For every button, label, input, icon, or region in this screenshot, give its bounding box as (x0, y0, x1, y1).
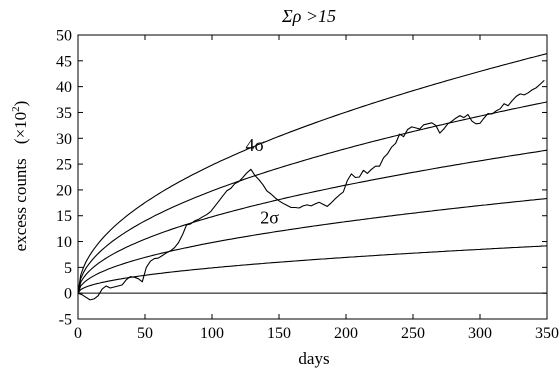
y-axis-label-main: excess counts (11, 158, 30, 251)
annotations: 4σ 2σ (246, 135, 280, 227)
y-axis-label-close: ) (11, 101, 30, 107)
y-tick-label: 25 (56, 157, 72, 174)
y-tick-label: 10 (56, 234, 72, 251)
y-tick-label: 15 (56, 208, 72, 225)
x-tick-label: 200 (334, 325, 358, 342)
sigma-curve-1 (77, 245, 548, 294)
y-axis-label-exponent: 2 (10, 106, 22, 112)
sigma-curve-4 (77, 101, 548, 294)
annotation-label: 4σ (246, 135, 265, 155)
y-tick-label: 30 (56, 131, 72, 148)
y-tick-label: 45 (56, 53, 72, 70)
series-layer (77, 53, 548, 301)
y-tick-label: 50 (56, 28, 72, 45)
x-tick-label: 50 (137, 325, 153, 342)
axis-ticks: 0 50 100 150 200 250 300 350-505101520253035404… (56, 28, 559, 343)
y-tick-label: 20 (56, 182, 72, 199)
x-tick-label: 150 (267, 325, 291, 342)
sigma-curve-3 (77, 149, 548, 294)
x-tick-label: 350 (535, 325, 559, 342)
plot-area (77, 34, 548, 320)
x-tick-label: 250 (401, 325, 425, 342)
y-tick-label: 0 (64, 286, 72, 303)
y-tick-label: -5 (59, 312, 72, 329)
plot-frame (77, 34, 548, 320)
y-axis-label-unit: (×10 (11, 112, 30, 144)
x-tick-label: 300 (468, 325, 492, 342)
excess-counts-series (77, 79, 545, 301)
y-tick-label: 5 (64, 260, 72, 277)
annotation-label: 2σ (260, 207, 279, 227)
y-tick-label: 40 (56, 79, 72, 96)
sigma-curve-5 (77, 53, 548, 294)
x-axis-label: days (298, 349, 329, 368)
y-axis-label: excess counts (×102) (10, 101, 30, 252)
y-axis-label-group: excess counts (×102) (10, 101, 30, 252)
x-tick-label: 100 (200, 325, 224, 342)
chart-title: Σρ >15 (281, 6, 336, 26)
y-tick-label: 35 (56, 105, 72, 122)
x-tick-label: 0 (74, 325, 82, 342)
sigma-curve-2 (77, 197, 548, 294)
